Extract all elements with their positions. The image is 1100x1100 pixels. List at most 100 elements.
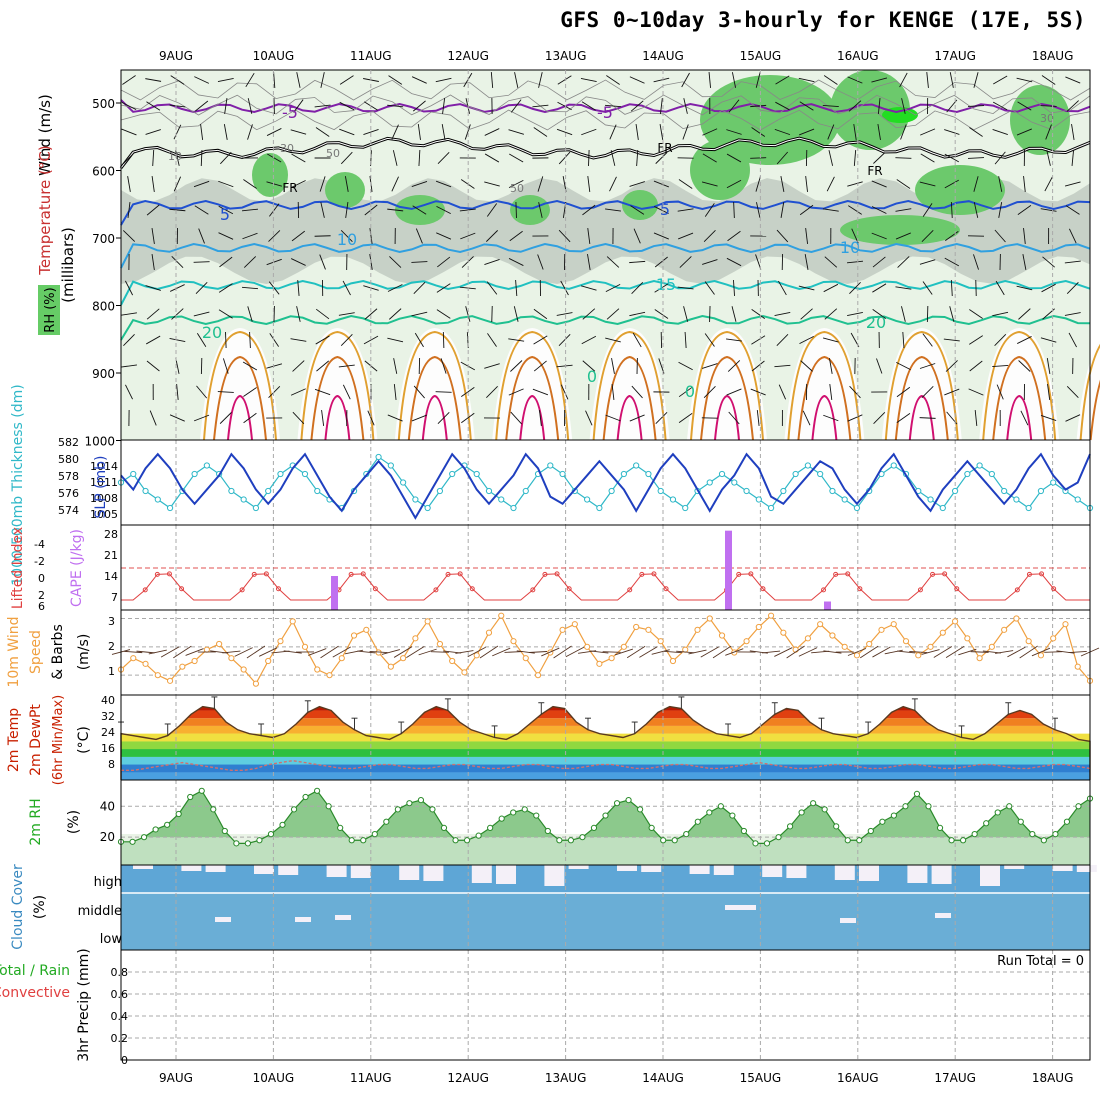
wind-barb [871,206,887,214]
thickness-point [853,504,861,512]
wind-barb [678,361,693,371]
wind-barb [996,384,1004,400]
temp-contour-25 [884,330,959,441]
wind-barb [234,647,253,657]
contour-label: 50 [510,182,524,195]
y-tick-label: 32 [101,710,115,723]
wind-barb [268,230,281,242]
date-label-bottom: 14AUG [642,1071,684,1085]
wind-speed-point [596,660,603,667]
wind-barb [122,75,136,85]
wind-barb [585,410,593,426]
wind-barb [750,157,767,159]
ylabel-units: (%) [66,810,82,834]
wind-speed-point [890,621,897,628]
y-tick-right: 28 [104,528,118,541]
wind-barb [193,180,210,188]
wind-barb [266,181,283,187]
wind-barb [580,77,597,83]
wind-barb [967,157,985,159]
wind-barb [629,414,645,422]
wind-barb [701,181,718,187]
upper-panel [119,69,1100,441]
lifted-index-point [142,587,148,593]
wind-barb [897,256,910,268]
contour-label: -5 [282,103,298,122]
cloud-mid-gap [740,905,756,910]
wind-barb [393,646,413,658]
wind-barb [340,151,353,165]
wind-barb [639,646,658,658]
temp-contour-25 [1079,343,1100,441]
wind-barb [733,201,735,219]
contour-label: FR [867,164,882,178]
wind-barb [969,127,983,137]
wind-barb [437,256,451,268]
ylabel-millibars: (millibars) [59,227,77,303]
rh-point [475,832,482,839]
wind-barb [848,100,862,112]
wind-barb [246,645,266,659]
wind-speed-point [669,657,677,665]
wind-speed-point [878,626,885,633]
wind-barb [663,650,682,654]
contour-label: 10 [337,230,357,249]
wind-barb [871,180,887,188]
wind-barb [393,358,398,374]
slp-background [121,440,1090,525]
wind-barb [487,333,497,347]
rh-point [440,824,448,832]
wind-barb [1068,651,1087,653]
wind-barb [124,650,143,654]
wind-barb [125,384,133,400]
thickness-point [1025,504,1032,512]
wind-barb [876,358,883,374]
wind-barb [728,99,740,113]
wind-barb [151,254,155,270]
date-label-bottom: 17AUG [934,1071,976,1085]
wind-speed-point [216,640,223,648]
wind-barb [611,358,615,374]
rh-point [936,824,944,832]
thickness-point [1001,487,1008,495]
wind-barb [529,651,548,653]
wind-barb [733,279,735,297]
wind-barb [392,150,398,166]
thickness-point [927,496,934,503]
contour-label: FR [657,141,672,155]
wind-barb [243,412,257,424]
wind-barb [194,76,210,84]
wind-barb [633,228,641,244]
wind-barb [283,650,302,654]
wind-barb [484,128,500,136]
wind-barb [1017,204,1032,216]
wind-barb [786,645,805,659]
wind-barb [533,308,548,320]
wind-barb [660,98,663,114]
wind-barb [436,232,452,240]
wind-barb [826,176,835,192]
wind-barb [604,104,622,108]
wind-barb [345,202,349,218]
wind-barb [1046,150,1051,166]
rh-point [406,800,413,807]
wind-barb [1044,176,1053,192]
temp-contour-35 [1006,394,1033,441]
wind-barb [1045,124,1052,140]
wind-barb [411,76,427,84]
wind-barb [853,124,857,140]
wind-barb [145,129,161,135]
wind-barb [268,385,281,399]
wind-speed-point [780,629,787,636]
thickness-point [375,453,382,461]
rh-point [302,793,309,801]
rh-point [706,809,713,816]
y-tick-label: 600 [92,165,115,179]
dry-bubble [589,328,670,440]
wind-speed-point [400,655,407,662]
wind-barb [437,412,450,424]
temp-contour-30 [797,355,852,441]
temp-contour-25 [690,330,764,441]
rh-point [694,818,701,825]
wind-speed-point [130,655,137,662]
